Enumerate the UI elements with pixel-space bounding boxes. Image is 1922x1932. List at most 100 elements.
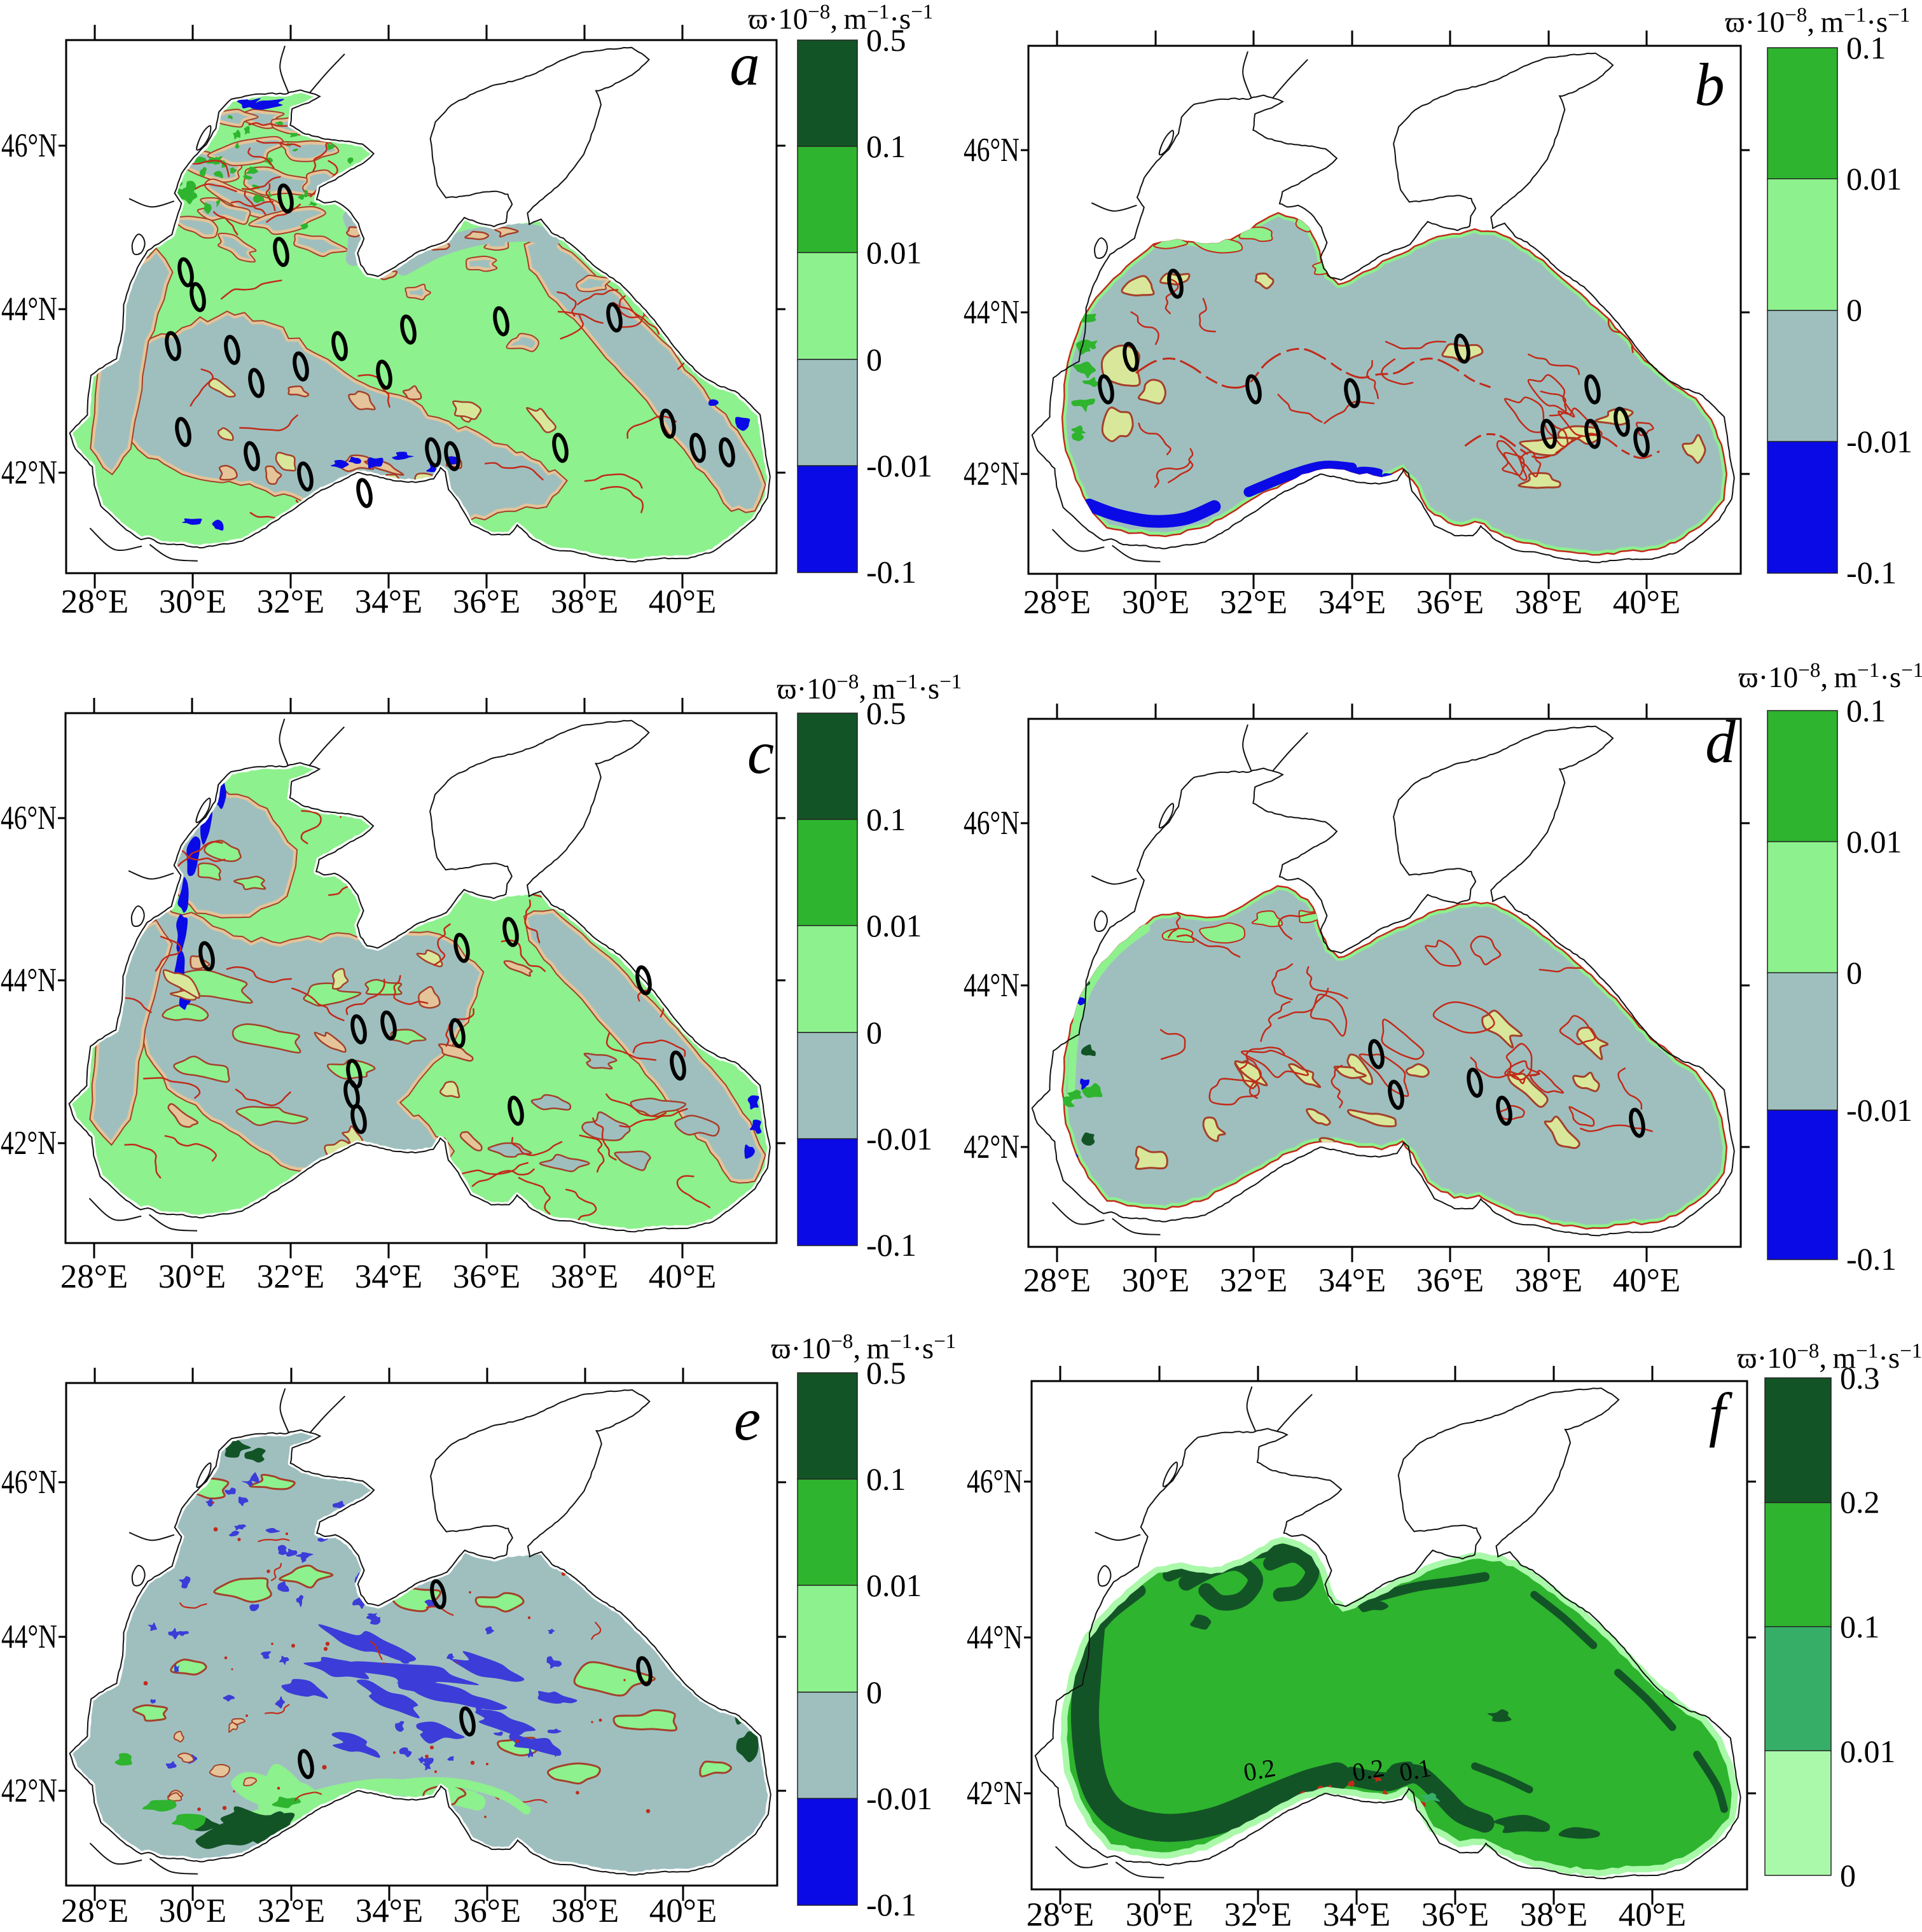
svg-text:0.01: 0.01 (1846, 824, 1902, 859)
svg-text:44°N: 44°N (964, 967, 1020, 1004)
svg-text:44°N: 44°N (1, 1618, 57, 1655)
svg-text:ϖ·10−8, m−1·s−1: ϖ·10−8, m−1·s−1 (771, 1330, 957, 1365)
svg-text:0: 0 (1846, 955, 1862, 990)
svg-text:a: a (729, 31, 760, 98)
svg-text:40°E: 40°E (1613, 1262, 1681, 1299)
svg-text:-0.01: -0.01 (866, 1781, 932, 1816)
svg-text:0.1: 0.1 (866, 1461, 906, 1497)
svg-text:46°N: 46°N (964, 805, 1020, 842)
svg-text:28°E: 28°E (61, 1893, 129, 1929)
svg-text:d: d (1705, 708, 1736, 775)
svg-text:30°E: 30°E (159, 1893, 227, 1929)
svg-text:0.1: 0.1 (1397, 1753, 1434, 1787)
svg-text:46°N: 46°N (967, 1463, 1023, 1500)
svg-text:42°N: 42°N (1, 1772, 57, 1809)
svg-text:0.2: 0.2 (1241, 1753, 1278, 1787)
svg-text:ϖ·10−8, m−1·s−1: ϖ·10−8, m−1·s−1 (749, 1, 934, 36)
svg-text:30°E: 30°E (159, 583, 227, 620)
svg-text:-0.01: -0.01 (866, 1121, 932, 1157)
svg-text:34°E: 34°E (1323, 1896, 1391, 1929)
svg-text:ϖ·10−8, m−1·s−1: ϖ·10−8, m−1·s−1 (1739, 659, 1922, 694)
svg-text:0.1: 0.1 (1840, 1609, 1880, 1644)
svg-text:34°E: 34°E (1318, 1262, 1386, 1299)
svg-text:0.3: 0.3 (1840, 1360, 1880, 1396)
svg-text:30°E: 30°E (1122, 584, 1190, 621)
svg-text:38°E: 38°E (1520, 1896, 1588, 1929)
svg-text:0: 0 (1840, 1858, 1856, 1893)
svg-text:28°E: 28°E (1023, 1262, 1091, 1299)
svg-text:42°N: 42°N (1, 1125, 57, 1162)
svg-text:32°E: 32°E (258, 1893, 326, 1929)
svg-text:36°E: 36°E (1421, 1896, 1490, 1929)
svg-text:32°E: 32°E (257, 583, 325, 620)
svg-text:38°E: 38°E (551, 1258, 619, 1295)
svg-text:ϖ·10−8, m−1·s−1: ϖ·10−8, m−1·s−1 (777, 671, 962, 705)
svg-text:ϖ·10−8, m−1·s−1: ϖ·10−8, m−1·s−1 (1738, 1340, 1922, 1375)
svg-text:ϖ·10−8, m−1·s−1: ϖ·10−8, m−1·s−1 (1725, 4, 1911, 39)
svg-text:0.2: 0.2 (1350, 1753, 1386, 1787)
svg-text:36°E: 36°E (453, 1258, 521, 1295)
svg-text:-0.01: -0.01 (1846, 424, 1912, 459)
svg-text:38°E: 38°E (551, 1893, 619, 1929)
svg-text:38°E: 38°E (1515, 1262, 1583, 1299)
svg-text:34°E: 34°E (355, 1258, 423, 1295)
svg-text:0: 0 (866, 342, 882, 377)
svg-text:42°N: 42°N (964, 455, 1020, 492)
svg-text:0.1: 0.1 (1846, 30, 1886, 66)
svg-text:32°E: 32°E (1220, 584, 1288, 621)
svg-text:36°E: 36°E (453, 1893, 522, 1929)
svg-text:c: c (747, 719, 774, 786)
svg-text:30°E: 30°E (1122, 1262, 1190, 1299)
svg-text:34°E: 34°E (355, 583, 423, 620)
svg-text:28°E: 28°E (60, 1258, 128, 1295)
svg-text:28°E: 28°E (1023, 584, 1091, 621)
svg-text:42°N: 42°N (964, 1129, 1020, 1165)
svg-text:-0.1: -0.1 (866, 1227, 916, 1263)
svg-text:0.2: 0.2 (1840, 1484, 1880, 1520)
svg-text:42°N: 42°N (1, 454, 57, 491)
svg-text:46°N: 46°N (1, 1464, 57, 1501)
svg-text:0: 0 (866, 1674, 882, 1710)
svg-text:0.5: 0.5 (866, 22, 906, 58)
svg-text:-0.1: -0.1 (1846, 555, 1897, 590)
svg-text:40°E: 40°E (649, 1258, 717, 1295)
svg-text:0.01: 0.01 (1840, 1734, 1896, 1769)
svg-text:40°E: 40°E (1613, 584, 1681, 621)
svg-text:32°E: 32°E (1220, 1262, 1288, 1299)
svg-text:36°E: 36°E (453, 583, 521, 620)
svg-text:-0.1: -0.1 (866, 554, 916, 590)
svg-text:36°E: 36°E (1416, 1262, 1484, 1299)
svg-text:28°E: 28°E (1027, 1896, 1095, 1929)
svg-text:0.01: 0.01 (866, 1567, 922, 1603)
svg-text:30°E: 30°E (158, 1258, 226, 1295)
svg-text:38°E: 38°E (1515, 584, 1583, 621)
svg-text:-0.01: -0.01 (866, 448, 932, 483)
svg-text:0.1: 0.1 (866, 802, 906, 837)
svg-text:-0.01: -0.01 (1846, 1092, 1912, 1128)
svg-text:32°E: 32°E (257, 1258, 325, 1295)
svg-text:44°N: 44°N (1, 291, 57, 328)
svg-text:e: e (734, 1386, 761, 1453)
svg-text:0.5: 0.5 (866, 695, 906, 731)
svg-text:40°E: 40°E (649, 1893, 717, 1929)
svg-text:0: 0 (1846, 292, 1862, 328)
svg-text:44°N: 44°N (1, 962, 57, 999)
svg-text:38°E: 38°E (551, 583, 619, 620)
svg-text:32°E: 32°E (1224, 1896, 1292, 1929)
svg-text:44°N: 44°N (964, 294, 1020, 331)
svg-text:0.01: 0.01 (1846, 161, 1902, 197)
svg-text:-0.1: -0.1 (1846, 1241, 1897, 1277)
svg-text:0.01: 0.01 (866, 908, 922, 943)
svg-text:40°E: 40°E (649, 583, 717, 620)
svg-text:42°N: 42°N (967, 1775, 1023, 1812)
svg-text:b: b (1694, 51, 1725, 118)
svg-text:46°N: 46°N (1, 127, 57, 164)
svg-text:44°N: 44°N (967, 1619, 1023, 1656)
svg-text:46°N: 46°N (964, 132, 1020, 169)
svg-text:34°E: 34°E (1318, 584, 1386, 621)
svg-text:30°E: 30°E (1126, 1896, 1194, 1929)
svg-text:0.1: 0.1 (866, 129, 906, 164)
svg-text:0.5: 0.5 (866, 1355, 906, 1391)
svg-text:36°E: 36°E (1416, 584, 1484, 621)
svg-text:0.01: 0.01 (866, 235, 922, 270)
